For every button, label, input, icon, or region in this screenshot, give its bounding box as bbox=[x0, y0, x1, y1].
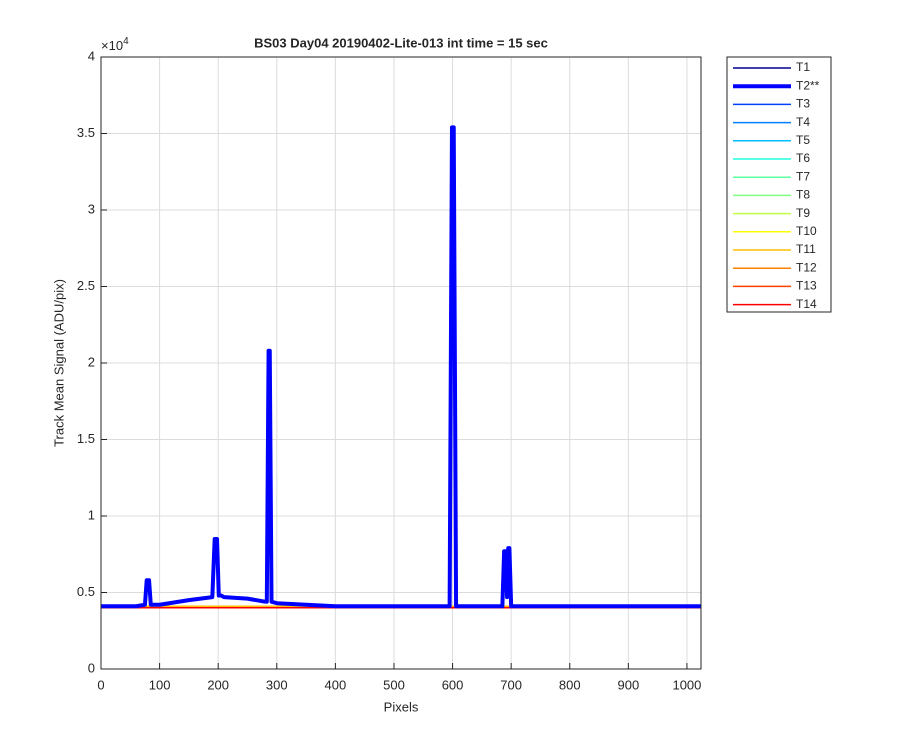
legend-label: T2** bbox=[796, 78, 820, 92]
x-tick-label: 900 bbox=[617, 677, 639, 692]
legend-label: T4 bbox=[796, 115, 810, 129]
y-scale-exponent: 4 bbox=[123, 36, 129, 47]
legend-label: T14 bbox=[796, 297, 817, 311]
x-tick-label: 800 bbox=[559, 677, 581, 692]
x-tick-label: 500 bbox=[383, 677, 405, 692]
x-tick-label: 100 bbox=[149, 677, 171, 692]
y-tick-label: 3.5 bbox=[77, 125, 95, 140]
x-tick-label: 300 bbox=[266, 677, 288, 692]
legend-label: T3 bbox=[796, 97, 810, 111]
y-tick-label: 2.5 bbox=[77, 278, 95, 293]
legend-box bbox=[726, 56, 832, 313]
y-tick-label: 0 bbox=[88, 660, 95, 675]
x-axis-label: Pixels bbox=[384, 699, 419, 714]
y-tick-label: 3 bbox=[88, 201, 95, 216]
legend-label: T1 bbox=[796, 60, 810, 74]
y-tick-label: 1 bbox=[88, 507, 95, 522]
series-line bbox=[101, 125, 701, 609]
legend-label: T9 bbox=[796, 206, 810, 220]
y-tick-label: 0.5 bbox=[77, 584, 95, 599]
legend-label: T8 bbox=[796, 188, 810, 202]
legend-label: T11 bbox=[796, 242, 816, 256]
legend-label: T10 bbox=[796, 224, 817, 238]
x-tick-label: 400 bbox=[325, 677, 347, 692]
y-scale: ×104 bbox=[101, 36, 129, 54]
y-tick-label: 4 bbox=[88, 48, 95, 63]
y-scale-base: ×10 bbox=[101, 38, 123, 53]
y-tick-label: 1.5 bbox=[77, 431, 95, 446]
legend-label: T7 bbox=[796, 169, 810, 183]
legend-label: T6 bbox=[796, 151, 810, 165]
legend-label: T13 bbox=[796, 279, 817, 293]
x-tick-label: 200 bbox=[207, 677, 229, 692]
x-tick-label: 0 bbox=[97, 677, 104, 692]
y-axis-label: Track Mean Signal (ADU/pix) bbox=[51, 279, 66, 447]
y-tick-label: 2 bbox=[88, 354, 95, 369]
legend-label: T12 bbox=[796, 260, 817, 274]
x-tick-label: 1000 bbox=[672, 677, 701, 692]
x-tick-label: 600 bbox=[442, 677, 464, 692]
chart-title: BS03 Day04 20190402-Lite-013 int time = … bbox=[254, 35, 548, 50]
legend: T1 T2** T3 T4 T5 T6 T7 T8 T9 T10 T11 T12 T13 T14 bbox=[733, 60, 820, 311]
plot-lines bbox=[101, 125, 701, 609]
axes: 0 100 200 300 400 500 600 700 800 900 1000 0 0.5 1 1.5… bbox=[77, 48, 701, 692]
legend-label: T5 bbox=[796, 133, 810, 147]
x-tick-label: 700 bbox=[500, 677, 522, 692]
